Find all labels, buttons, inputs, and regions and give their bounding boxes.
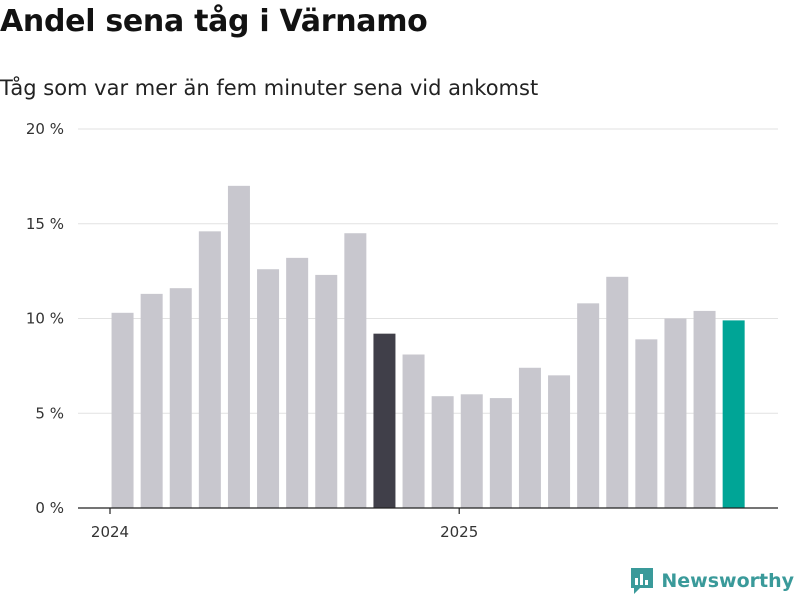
bar-2024-01 [111, 312, 134, 508]
y-tick-label: 0 % [35, 499, 64, 517]
y-tick-label: 10 % [26, 310, 64, 328]
bar-2024-08 [315, 274, 338, 508]
bar-2025-02 [489, 398, 512, 508]
bar-2024-09 [344, 233, 367, 509]
grid-lines [78, 128, 778, 414]
bar-2025-07 [635, 339, 658, 508]
bar-2024-12 [431, 396, 454, 508]
bar-chart-logo-icon [631, 568, 654, 594]
bar-2025-10 [722, 320, 745, 508]
brand-name: Newsworthy [661, 570, 794, 592]
bar-2024-05 [227, 185, 250, 508]
bar-2025-08 [664, 318, 687, 508]
bar-2025-01 [460, 394, 483, 508]
bar-2025-03 [518, 367, 541, 508]
bar-2024-07 [286, 257, 309, 508]
bar-2024-02 [140, 293, 163, 508]
bar-2024-03 [169, 288, 192, 508]
x-tick-label: 2024 [91, 523, 129, 541]
y-tick-label: 20 % [26, 120, 64, 138]
y-tick-label: 5 % [35, 404, 64, 422]
y-tick-label: 15 % [26, 215, 64, 233]
bar-2024-06 [257, 269, 280, 508]
y-axis-tick-labels: 0 % 5 % 10 % 15 % 20 % [26, 120, 64, 517]
x-tick-label: 2025 [440, 523, 478, 541]
x-axis [78, 507, 778, 514]
x-axis-tick-labels: 2024 2025 [91, 523, 478, 541]
bar-2024-04 [198, 231, 221, 508]
bar-2025-04 [548, 375, 571, 508]
bar-2024-11 [402, 354, 425, 508]
bar-2024-10 [373, 333, 396, 508]
bar-2025-05 [577, 303, 600, 508]
chart-subtitle: Tåg som var mer än fem minuter sena vid … [0, 76, 539, 100]
bars [111, 185, 745, 509]
chart-title: Andel sena tåg i Värnamo [0, 4, 428, 39]
bar-2025-09 [693, 310, 716, 508]
bar-2025-06 [606, 276, 629, 508]
newsworthy-logo: Newsworthy [629, 566, 794, 596]
